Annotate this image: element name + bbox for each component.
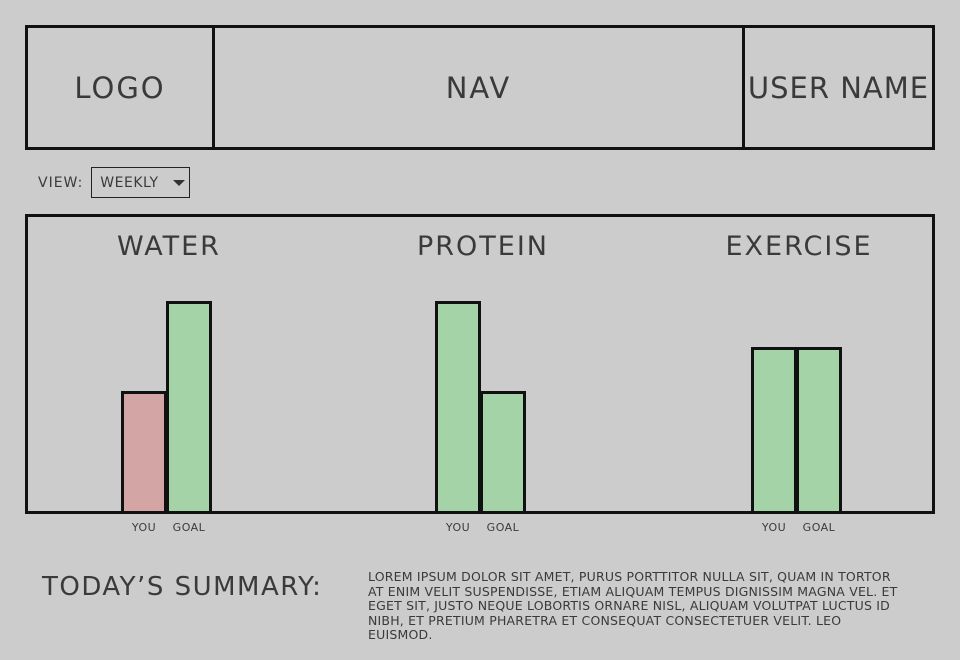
- chart-title-exercise: EXERCISE: [725, 231, 873, 262]
- bar-water-goal: [166, 301, 212, 511]
- bar-exercise-goal: [796, 347, 842, 511]
- bar-protein-goal: [480, 391, 526, 511]
- x-label-exercise-you: YOU: [761, 521, 787, 534]
- view-dropdown[interactable]: WEEKLY: [91, 167, 191, 198]
- x-label-exercise-goal: GOAL: [802, 521, 836, 534]
- summary-title: TODAY’S SUMMARY:: [42, 572, 323, 602]
- bar-exercise-you: [751, 347, 797, 511]
- summary-text: LOREM IPSUM DOLOR SIT AMET, PURUS PORTTI…: [368, 569, 898, 642]
- bar-water-you: [121, 391, 167, 511]
- view-dropdown-value: WEEKLY: [100, 174, 159, 191]
- chart-title-water: WATER: [117, 231, 221, 262]
- x-label-water-you: YOU: [131, 521, 157, 534]
- bar-protein-you: [435, 301, 481, 511]
- view-label: VIEW:: [38, 174, 84, 191]
- x-label-water-goal: GOAL: [172, 521, 206, 534]
- chart-panel: WATER PROTEIN EXERCISE: [25, 214, 935, 514]
- chart-title-protein: PROTEIN: [416, 231, 549, 262]
- user-name[interactable]: USER NAME: [747, 70, 930, 105]
- logo[interactable]: LOGO: [28, 28, 215, 147]
- view-selector-row: VIEW: WEEKLY: [38, 167, 191, 198]
- nav[interactable]: NAV: [215, 28, 745, 147]
- x-label-protein-goal: GOAL: [486, 521, 520, 534]
- chevron-down-icon: [172, 179, 185, 186]
- x-label-protein-you: YOU: [445, 521, 471, 534]
- header: LOGO NAV USER NAME: [25, 25, 935, 150]
